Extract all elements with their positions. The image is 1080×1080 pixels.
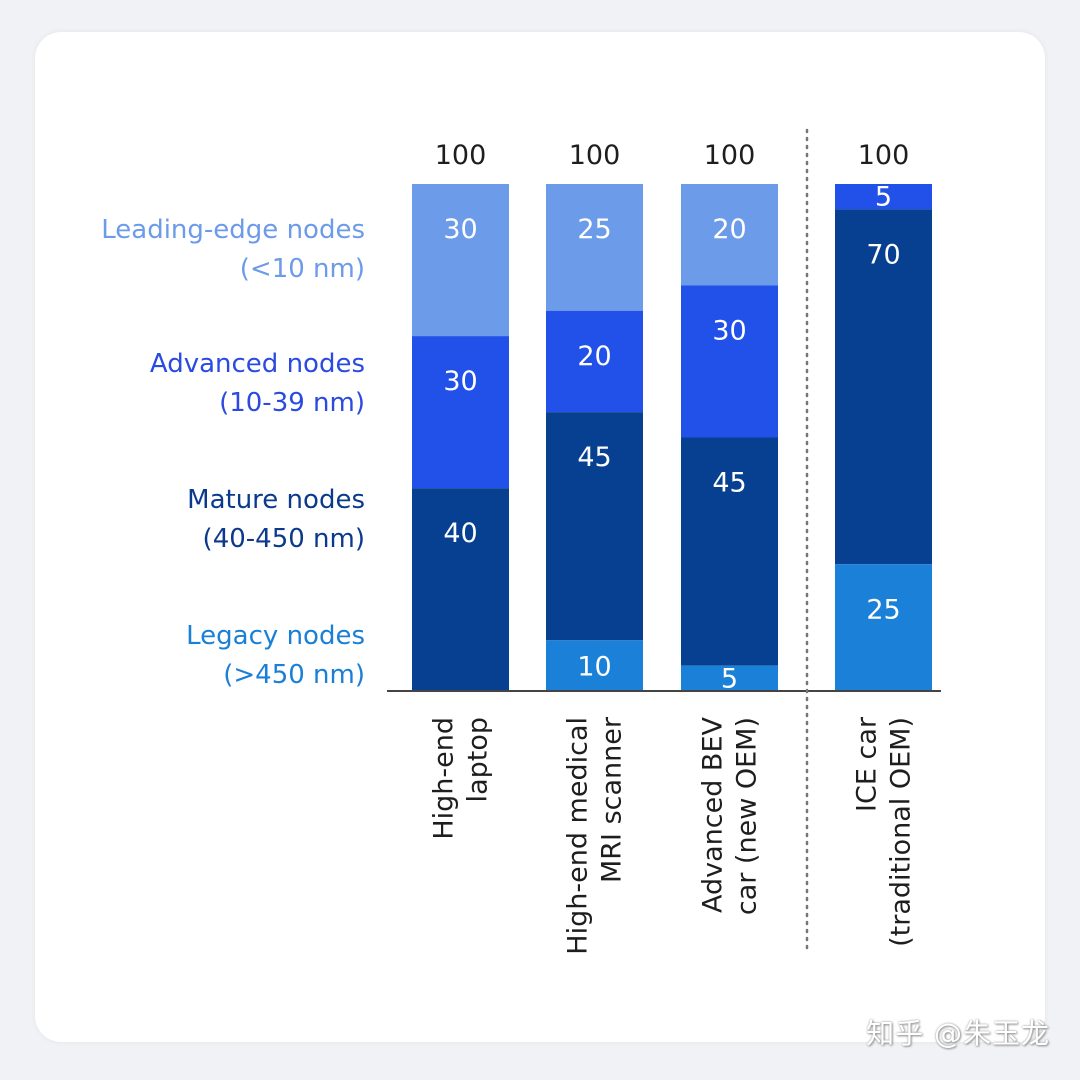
total-label: 100: [704, 140, 756, 171]
data-label: 5: [875, 182, 892, 213]
stacked-bar-chart: 100 30 30 40 High-end laptop 100 25 20 45 10 High-e…: [101, 128, 941, 956]
category-label-line: laptop: [463, 717, 494, 802]
bar-segment: [681, 437, 778, 666]
legend-label: Leading-edge nodes: [101, 215, 365, 245]
bar-segment: [412, 488, 509, 691]
legend-label: (>450 nm): [223, 660, 365, 690]
total-label: 100: [858, 140, 910, 171]
bar-segment: [546, 310, 643, 413]
data-label: 5: [721, 663, 738, 694]
data-label: 30: [443, 366, 477, 397]
data-label: 25: [866, 594, 900, 625]
category-label-line: (traditional OEM): [886, 717, 917, 947]
category-label: ICE car (traditional OEM): [852, 716, 917, 947]
bar-segment: [681, 285, 778, 438]
bar-segment: [835, 209, 932, 565]
bar-segment: [546, 412, 643, 641]
legend-label: Legacy nodes: [186, 621, 365, 651]
data-label: 25: [577, 214, 611, 245]
bar-segment: [681, 665, 778, 691]
total-label: 100: [569, 140, 621, 171]
category-label-line: High-end: [429, 717, 460, 840]
legend-label: (40-450 nm): [203, 524, 365, 554]
category-label-line: MRI scanner: [597, 716, 628, 883]
legend-label: Advanced nodes: [150, 349, 365, 379]
data-label: 45: [712, 468, 746, 499]
data-label: 70: [866, 239, 900, 270]
data-label: 10: [577, 652, 611, 683]
data-label: 20: [577, 341, 611, 372]
bar-segment: [546, 184, 643, 311]
data-label: 45: [577, 442, 611, 473]
chart-card: 100 30 30 40 High-end laptop 100 25 20 45 10 High-e…: [35, 32, 1045, 1042]
bar-segment: [412, 184, 509, 337]
legend-label: (<10 nm): [240, 254, 365, 284]
category-label-line: High-end medical: [563, 717, 594, 955]
bar-segment: [412, 336, 509, 489]
category-label: High-end laptop: [429, 717, 494, 840]
data-label: 20: [712, 214, 746, 245]
data-label: 40: [443, 518, 477, 549]
total-label: 100: [435, 140, 487, 171]
category-label: Advanced BEV car (new OEM): [698, 716, 763, 915]
bar-segment: [546, 640, 643, 691]
category-label-line: ICE car: [852, 716, 883, 812]
watermark: 知乎 @朱玉龙: [866, 1017, 1050, 1050]
bar-segment: [835, 184, 932, 210]
category-label: High-end medical MRI scanner: [563, 716, 628, 955]
data-label: 30: [443, 214, 477, 245]
bar-segment: [835, 564, 932, 691]
legend-label: (10-39 nm): [219, 388, 365, 418]
bar-segment: [681, 184, 778, 286]
category-label-line: car (new OEM): [732, 717, 763, 915]
category-label-line: Advanced BEV: [698, 716, 729, 913]
data-label: 30: [712, 315, 746, 346]
legend-label: Mature nodes: [187, 485, 365, 515]
